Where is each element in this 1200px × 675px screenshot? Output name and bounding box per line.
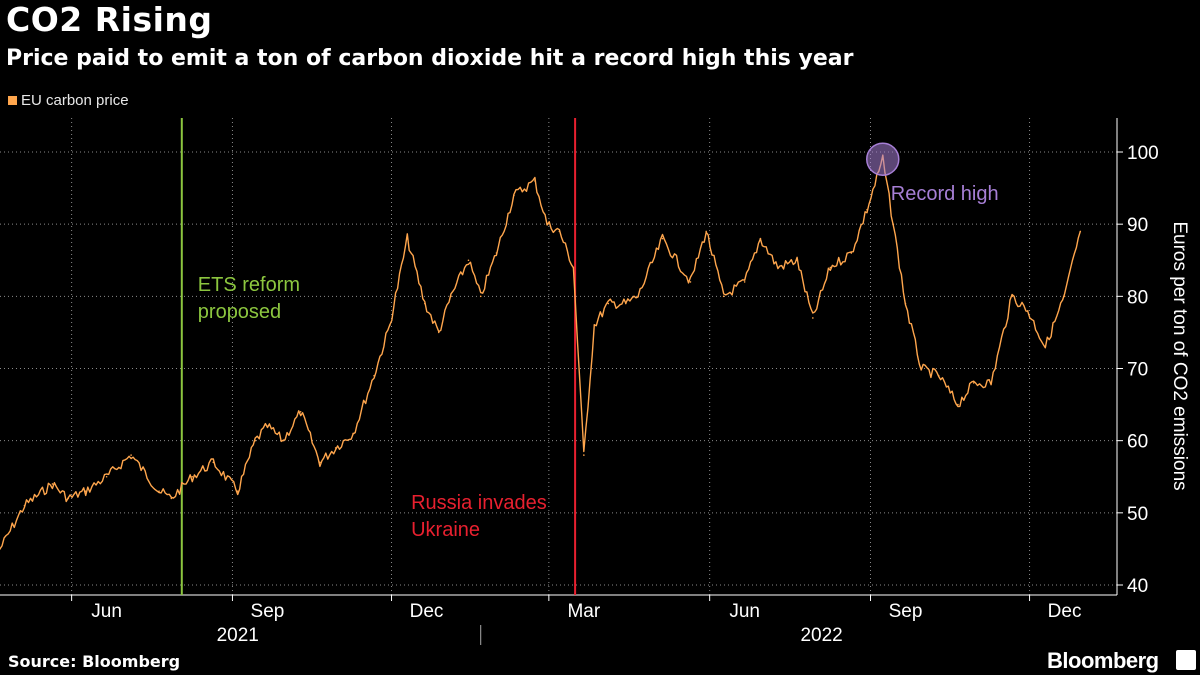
data-point <box>319 461 321 464</box>
legend-label: EU carbon price <box>21 92 129 109</box>
data-point <box>624 302 627 305</box>
data-point <box>84 490 87 492</box>
data-point <box>1044 346 1047 348</box>
data-point <box>1063 295 1066 298</box>
data-point <box>1027 309 1029 312</box>
y-tick-label: 70 <box>1127 360 1148 381</box>
y-tick-label: 100 <box>1127 143 1159 164</box>
chart-title: CO2 Rising <box>6 0 213 39</box>
russia-invasion-label: Russia invades <box>411 492 547 514</box>
price-series-line <box>0 154 1081 550</box>
data-point <box>593 324 596 327</box>
y-tick-label: 50 <box>1127 504 1148 525</box>
data-point <box>689 281 692 283</box>
data-point <box>743 281 746 283</box>
data-point <box>920 367 923 370</box>
data-point <box>937 374 940 377</box>
data-point <box>1011 295 1013 298</box>
x-tick-label: Dec <box>410 601 444 622</box>
x-tick-label: Jun <box>729 601 760 622</box>
data-point <box>892 223 895 225</box>
year-label: 2021 <box>217 625 259 646</box>
x-tick-label: Sep <box>889 601 923 622</box>
data-point <box>637 295 639 298</box>
data-point <box>437 331 440 334</box>
record-high-marker <box>866 142 900 176</box>
data-point <box>105 475 108 478</box>
data-point <box>479 295 482 298</box>
data-point <box>546 223 548 225</box>
x-tick-label: Dec <box>1048 601 1082 622</box>
russia-invasion-label: Ukraine <box>411 519 480 541</box>
data-point <box>583 454 585 456</box>
legend: EU carbon price <box>8 92 129 109</box>
data-point <box>812 317 814 319</box>
y-tick-label: 80 <box>1127 287 1148 308</box>
data-point <box>990 382 992 384</box>
data-point <box>170 497 173 500</box>
ets-reform-label: proposed <box>198 301 281 323</box>
data-point <box>866 208 868 211</box>
data-point <box>534 180 536 182</box>
data-point <box>796 259 798 262</box>
y-tick-label: 60 <box>1127 432 1148 453</box>
data-point <box>130 454 132 456</box>
data-point <box>705 230 708 233</box>
x-tick-label: Sep <box>251 601 285 622</box>
data-point <box>67 497 69 500</box>
y-tick-label: 90 <box>1127 215 1148 236</box>
data-point <box>904 302 907 305</box>
y-axis-title: Euros per ton of CO2 emissions <box>1169 221 1190 490</box>
data-point <box>51 483 54 485</box>
data-point <box>299 411 302 413</box>
legend-swatch <box>8 96 17 105</box>
data-point <box>334 447 337 449</box>
data-point <box>558 230 561 233</box>
data-point <box>1079 230 1082 233</box>
data-point <box>373 374 375 377</box>
data-point <box>495 252 498 254</box>
x-tick-label: Jun <box>91 601 122 622</box>
data-point <box>254 439 257 442</box>
data-point <box>389 324 391 327</box>
data-point <box>759 237 762 240</box>
terminal-icon <box>1176 650 1196 670</box>
data-point <box>972 382 975 384</box>
data-point <box>850 252 853 254</box>
data-point <box>158 490 160 492</box>
data-point <box>450 295 452 298</box>
data-point <box>23 504 26 507</box>
data-point <box>236 490 239 492</box>
data-point <box>266 425 269 428</box>
data-point <box>722 295 725 298</box>
x-tick-label: Mar <box>567 601 600 622</box>
data-point <box>0 548 1 550</box>
y-tick-label: 40 <box>1127 576 1148 597</box>
data-point <box>467 259 470 262</box>
data-point <box>661 237 664 240</box>
data-point <box>191 475 194 478</box>
data-point <box>777 266 779 269</box>
data-point <box>282 439 284 442</box>
ets-reform-label: ETS reform <box>198 274 300 296</box>
data-point <box>957 403 959 406</box>
chart-subtitle: Price paid to emit a ton of carbon dioxi… <box>6 46 854 71</box>
data-point <box>212 461 215 464</box>
year-label: 2022 <box>800 625 842 646</box>
data-point <box>513 194 515 197</box>
data-point <box>352 432 354 435</box>
data-point <box>607 302 610 305</box>
source-note: Source: Bloomberg <box>8 652 181 671</box>
data-point <box>423 302 426 305</box>
data-point <box>572 266 575 269</box>
data-point <box>829 266 832 269</box>
record-high-label: Record high <box>891 183 999 205</box>
data-point <box>406 237 409 240</box>
bloomberg-logo: Bloomberg <box>1047 648 1159 673</box>
